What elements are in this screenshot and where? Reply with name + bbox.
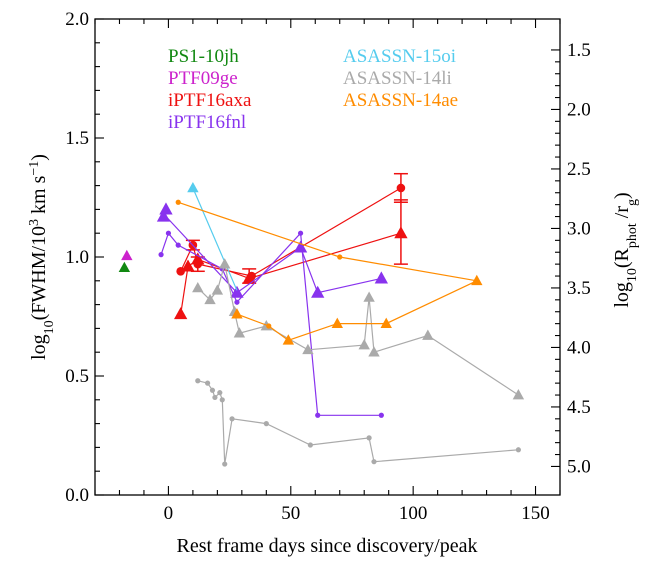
y-tick-label: 1.0 bbox=[65, 247, 89, 268]
triangle-point bbox=[174, 307, 188, 320]
triangle-point bbox=[368, 346, 380, 357]
triangle-point bbox=[230, 285, 244, 298]
triangle-point bbox=[471, 274, 483, 286]
triangle-point bbox=[211, 284, 224, 295]
dot-point bbox=[204, 380, 211, 386]
y-axis-title: log10(FWHM/103 km s−1) bbox=[27, 154, 57, 360]
dot-point bbox=[266, 323, 272, 329]
y2-tick-label: 3.0 bbox=[567, 218, 591, 239]
y2-tick-label: 1.5 bbox=[567, 40, 591, 61]
triangle-point bbox=[118, 261, 131, 273]
triangle-point bbox=[187, 181, 199, 193]
y2-tick-label: 5.0 bbox=[567, 456, 591, 477]
series-asassn-14ae bbox=[175, 199, 483, 345]
triangle-point bbox=[311, 285, 325, 298]
dot-point bbox=[247, 271, 256, 281]
dot-point bbox=[229, 416, 235, 422]
dot-point bbox=[217, 390, 223, 396]
y2-tick-label: 4.0 bbox=[567, 337, 591, 358]
triangle-point bbox=[156, 209, 171, 222]
dot-point bbox=[366, 435, 372, 441]
dot-point bbox=[371, 459, 377, 465]
series-line-asassn-15oi bbox=[192, 187, 238, 291]
triangle-point bbox=[181, 259, 195, 272]
triangle-point bbox=[282, 334, 295, 345]
triangle-point bbox=[302, 343, 314, 355]
triangle-point bbox=[331, 317, 343, 328]
triangle-point bbox=[233, 327, 246, 338]
dot-point bbox=[165, 230, 172, 236]
y-tick-label: 0.0 bbox=[65, 485, 89, 506]
x-tick-label: 50 bbox=[281, 503, 300, 524]
triangle-point bbox=[380, 317, 392, 328]
triangle-point bbox=[394, 226, 408, 239]
dot-point bbox=[315, 412, 321, 418]
dot-point bbox=[234, 299, 240, 305]
legend-entry-iptf16fnl: iPTF16fnl bbox=[168, 112, 246, 133]
dot-point bbox=[158, 252, 164, 258]
legend-entry-iptf16axa: iPTF16axa bbox=[168, 90, 252, 111]
dot-point bbox=[297, 230, 304, 236]
series-ps1-10jh bbox=[118, 261, 131, 273]
triangle-point bbox=[363, 291, 375, 302]
triangle-point bbox=[422, 329, 434, 340]
series-layer bbox=[118, 172, 525, 467]
dot-point bbox=[175, 199, 181, 205]
axis-ticks: 0 50 100 150 0.0 0.5 1.0 1.5 2.0 1.5 2.0 2.5 3.0 3.5 4… bbox=[65, 9, 591, 524]
dot-point bbox=[337, 254, 343, 260]
y2-tick-label: 4.5 bbox=[567, 397, 591, 418]
x-axis-title: Rest frame days since discovery/peak bbox=[176, 535, 477, 557]
legend-entry-ptf09ge: PTF09ge bbox=[168, 68, 238, 89]
dot-point bbox=[176, 266, 185, 276]
triangle-point bbox=[192, 281, 204, 293]
y-tick-label: 0.5 bbox=[65, 366, 89, 387]
series-ptf09ge bbox=[121, 249, 133, 261]
dot-point bbox=[222, 461, 228, 467]
series-line-asassn-14li bbox=[197, 380, 519, 465]
triangle-point bbox=[374, 271, 388, 284]
series-line-iptf16axa bbox=[180, 187, 402, 277]
y-tick-label: 1.5 bbox=[65, 128, 89, 149]
dot-point bbox=[175, 242, 181, 248]
dot-point bbox=[515, 447, 521, 453]
dot-point bbox=[209, 387, 216, 393]
dot-point bbox=[219, 397, 225, 403]
y-tick-label: 2.0 bbox=[65, 9, 89, 30]
series-asassn-15oi bbox=[187, 181, 238, 291]
series-asassn-14li bbox=[192, 258, 525, 467]
triangle-point bbox=[231, 308, 243, 319]
triangle-point bbox=[358, 339, 370, 350]
legend-entry-asassn-14li: ASASSN-14li bbox=[343, 68, 452, 89]
legend-entry-asassn-14ae: ASASSN-14ae bbox=[343, 90, 458, 111]
triangle-point bbox=[159, 202, 173, 215]
legend-entry-asassn-15oi: ASASSN-15oi bbox=[343, 46, 456, 67]
dot-point bbox=[263, 421, 269, 427]
dot-point bbox=[307, 442, 313, 448]
x-tick-label: 150 bbox=[521, 503, 550, 524]
triangle-point bbox=[512, 389, 525, 400]
plot-frame bbox=[94, 18, 561, 496]
triangle-point bbox=[191, 252, 205, 265]
y2-tick-label: 2.5 bbox=[567, 159, 591, 180]
y2-tick-label: 3.5 bbox=[567, 278, 591, 299]
series-line-asassn-14ae bbox=[236, 280, 478, 341]
triangle-point bbox=[219, 258, 231, 269]
dot-point bbox=[193, 259, 203, 269]
x-tick-label: 0 bbox=[164, 503, 174, 524]
triangle-point bbox=[204, 293, 216, 305]
x-tick-label: 100 bbox=[399, 503, 428, 524]
dot-point bbox=[195, 378, 201, 384]
dot-point bbox=[378, 412, 384, 418]
y2-tick-label: 2.0 bbox=[567, 99, 591, 120]
triangle-point bbox=[293, 240, 308, 253]
legend-entry-ps1-10jh: PS1-10jh bbox=[168, 46, 239, 67]
dot-point bbox=[396, 183, 406, 193]
triangle-point bbox=[121, 249, 133, 261]
y2-axis-title: log10(Rphot /rg) bbox=[611, 192, 640, 307]
dot-point bbox=[212, 394, 218, 401]
